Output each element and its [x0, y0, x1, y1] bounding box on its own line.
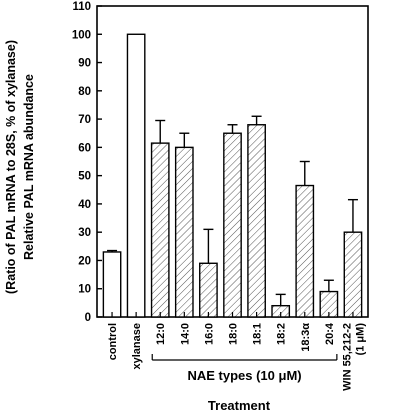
y-axis-title-line1: (Ratio of PAL mRNA to 28S, % of xylanase…: [4, 40, 18, 294]
y-tick-label: 20: [78, 255, 91, 267]
x-category-label: WIN 55,212-2: [341, 323, 353, 391]
y-tick-label: 30: [78, 227, 91, 239]
x-category-label: 18:3α: [300, 323, 312, 352]
x-category-label: control: [107, 323, 119, 360]
bar: [150, 142, 170, 318]
y-tick-label: 40: [78, 199, 91, 211]
y-axis-title-line2: Relative PAL mRNA abundance: [22, 74, 36, 260]
x-category-label: 18:0: [228, 323, 240, 345]
y-tick-label: 10: [78, 284, 91, 296]
y-tick-label: 100: [72, 29, 91, 41]
bar: [102, 251, 122, 318]
y-tick-label: 80: [78, 86, 91, 98]
y-tick-label: 0: [85, 312, 91, 324]
group-label: NAE types (10 μM): [187, 368, 301, 383]
x-category-label: 16:0: [203, 323, 215, 345]
x-category-label: 14:0: [179, 323, 191, 345]
x-category-label: 18:2: [276, 323, 288, 345]
y-tick-label: 110: [72, 1, 91, 13]
bar: [199, 262, 218, 318]
bar: [343, 231, 363, 318]
y-tick-label: 90: [78, 58, 91, 70]
x-category-label: 20:4: [324, 322, 336, 345]
plot-area: 0 10 20 30 40 50 60 70 80 90 100 110 control xylanase…: [72, 1, 369, 391]
bar: [126, 33, 146, 318]
bar: [247, 124, 266, 318]
x-axis-title: Treatment: [208, 398, 271, 413]
y-tick-label: 50: [78, 171, 91, 183]
y-axis-title: (Ratio of PAL mRNA to 28S, % of xylanase…: [4, 40, 36, 294]
y-tick-label: 60: [78, 142, 91, 154]
x-category-label: xylanase: [131, 323, 143, 369]
x-category-label: 12:0: [155, 323, 167, 345]
y-tick-label: 70: [78, 114, 91, 126]
bar: [295, 184, 315, 318]
bar: [223, 132, 242, 318]
x-category-label: (1 μM): [354, 323, 366, 356]
bar: [174, 146, 194, 318]
x-category-label: 18:1: [252, 323, 264, 345]
